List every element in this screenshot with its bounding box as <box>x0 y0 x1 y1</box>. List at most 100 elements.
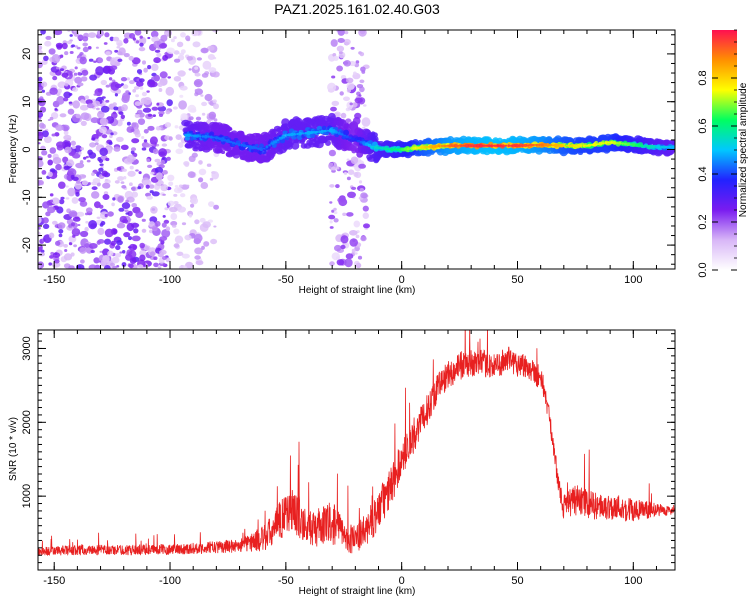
heatmap-cell <box>72 145 76 149</box>
y-tick-label: 20 <box>21 48 33 60</box>
heatmap-cell <box>360 236 367 242</box>
heatmap-cell <box>336 65 343 72</box>
heatmap-cell <box>570 144 575 148</box>
heatmap-cell <box>253 146 258 150</box>
heatmap-cell <box>56 88 62 94</box>
spectrogram-y-axis-label: Frequency (Hz) <box>8 115 19 184</box>
snr-frame <box>37 329 676 571</box>
heatmap-cell <box>63 97 69 102</box>
heatmap-cell <box>68 151 75 157</box>
heatmap-cell <box>612 140 617 145</box>
heatmap-cell <box>113 146 121 152</box>
heatmap-cell <box>41 170 47 175</box>
heatmap-cell <box>164 207 169 211</box>
heatmap-cell <box>470 144 475 148</box>
heatmap-cell <box>96 107 100 111</box>
heatmap-cell <box>88 264 97 269</box>
heatmap-cell <box>96 240 101 245</box>
heatmap-cell <box>38 265 41 269</box>
heatmap-cell <box>159 71 168 79</box>
heatmap-cell <box>345 253 354 260</box>
heatmap-cell <box>93 257 100 264</box>
heatmap-cell <box>118 111 124 115</box>
heatmap-cell <box>157 266 162 269</box>
heatmap-cell <box>331 100 340 107</box>
heatmap-cell <box>129 165 134 170</box>
heatmap-cell <box>110 81 120 91</box>
heatmap-cell <box>141 228 147 233</box>
heatmap-cell <box>109 134 113 139</box>
heatmap-cell <box>448 144 453 148</box>
heatmap-cell <box>114 93 118 97</box>
heatmap-cell <box>180 49 186 54</box>
heatmap-cell <box>143 129 149 134</box>
heatmap-cell <box>132 244 138 250</box>
heatmap-cell <box>62 156 69 163</box>
heatmap-cell <box>56 95 65 105</box>
heatmap-cell <box>343 60 352 67</box>
x-tick-label: 50 <box>511 274 523 286</box>
heatmap-cell <box>309 133 316 138</box>
heatmap-cell <box>73 244 77 248</box>
heatmap-cell <box>201 245 205 250</box>
heatmap-cell <box>553 143 559 148</box>
heatmap-cell <box>120 144 129 150</box>
heatmap-cell <box>350 46 355 50</box>
heatmap-cell <box>270 142 275 145</box>
heatmap-cell <box>576 143 580 148</box>
x-tick-label: -100 <box>159 575 181 587</box>
heatmap-cell <box>116 166 122 171</box>
heatmap-cell <box>174 125 179 129</box>
heatmap-cell <box>195 134 200 138</box>
x-tick-label: 100 <box>624 575 642 587</box>
heatmap-cell <box>161 222 167 228</box>
heatmap-cell <box>329 261 335 266</box>
heatmap-cell <box>304 132 308 135</box>
heatmap-cell <box>356 140 361 143</box>
heatmap-cell <box>582 144 585 148</box>
heatmap-cell <box>112 265 118 269</box>
heatmap-cell <box>173 50 180 55</box>
heatmap-cell <box>158 113 164 118</box>
heatmap-cell <box>173 228 180 235</box>
heatmap-cell <box>160 240 165 245</box>
heatmap-cell <box>123 38 129 44</box>
heatmap-cell <box>192 41 201 48</box>
heatmap-cell <box>151 106 159 111</box>
heatmap-cell <box>188 214 193 218</box>
heatmap-cell <box>347 191 356 198</box>
heatmap-cell <box>478 143 483 148</box>
heatmap-cell <box>79 104 89 111</box>
heatmap-cell <box>137 186 141 190</box>
heatmap-cell <box>87 46 92 50</box>
heatmap-cell <box>166 99 173 107</box>
heatmap-cell <box>131 138 140 144</box>
heatmap-cell <box>103 42 108 45</box>
heatmap-cell <box>38 179 44 186</box>
heatmap-cell <box>49 193 54 197</box>
heatmap-cell <box>110 262 115 267</box>
heatmap-cell <box>72 100 80 109</box>
heatmap-cell <box>108 141 113 145</box>
heatmap-cell <box>38 159 44 168</box>
spectrogram-x-ticks: -150 -100 -50 0 50 100 <box>43 30 657 286</box>
heatmap-cell <box>96 216 101 219</box>
heatmap-cell <box>363 223 370 229</box>
heatmap-cell <box>200 182 209 189</box>
heatmap-cell <box>660 145 664 149</box>
heatmap-cell <box>579 144 583 147</box>
heatmap-cell <box>69 34 73 37</box>
heatmap-cell <box>184 234 192 241</box>
heatmap-cell <box>354 97 363 104</box>
heatmap-cell <box>393 148 397 151</box>
heatmap-cell <box>532 143 535 147</box>
heatmap-cell <box>201 101 208 107</box>
heatmap-cell <box>139 86 144 90</box>
heatmap-cell <box>176 41 184 48</box>
heatmap-cell <box>329 184 335 188</box>
heatmap-cell <box>59 113 67 118</box>
heatmap-cell <box>640 144 644 147</box>
heatmap-cell <box>114 180 120 184</box>
heatmap-cell <box>49 116 54 121</box>
heatmap-cell <box>74 181 83 190</box>
